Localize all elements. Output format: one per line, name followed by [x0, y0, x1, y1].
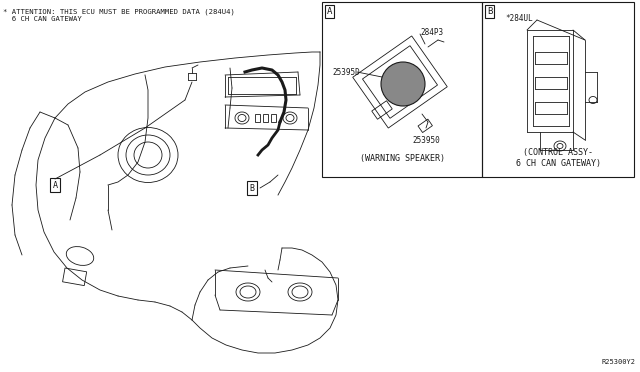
- Bar: [322, 2, 482, 177]
- Text: 284P3: 284P3: [420, 28, 443, 36]
- Bar: [263, 114, 268, 122]
- Text: (WARNING SPEAKER): (WARNING SPEAKER): [360, 154, 445, 163]
- Text: A: A: [52, 180, 58, 189]
- Text: A: A: [327, 7, 332, 16]
- Text: 253950: 253950: [412, 135, 440, 144]
- Text: 25395D: 25395D: [332, 67, 360, 77]
- Bar: [482, 2, 634, 177]
- Bar: [63, 268, 86, 286]
- Text: * ATTENTION: THIS ECU MUST BE PROGRAMMED DATA (284U4): * ATTENTION: THIS ECU MUST BE PROGRAMMED…: [3, 8, 235, 15]
- Circle shape: [381, 62, 425, 106]
- Text: R25300Y2: R25300Y2: [601, 359, 635, 365]
- Text: 6 CH CAN GATEWAY: 6 CH CAN GATEWAY: [3, 16, 82, 22]
- Text: B: B: [250, 183, 255, 192]
- Bar: [418, 119, 433, 132]
- Text: B: B: [487, 7, 492, 16]
- Text: *284UL: *284UL: [505, 13, 532, 22]
- Bar: [255, 114, 260, 122]
- Bar: [271, 114, 276, 122]
- Text: (CONTROL ASSY-
6 CH CAN GATEWAY): (CONTROL ASSY- 6 CH CAN GATEWAY): [515, 148, 600, 169]
